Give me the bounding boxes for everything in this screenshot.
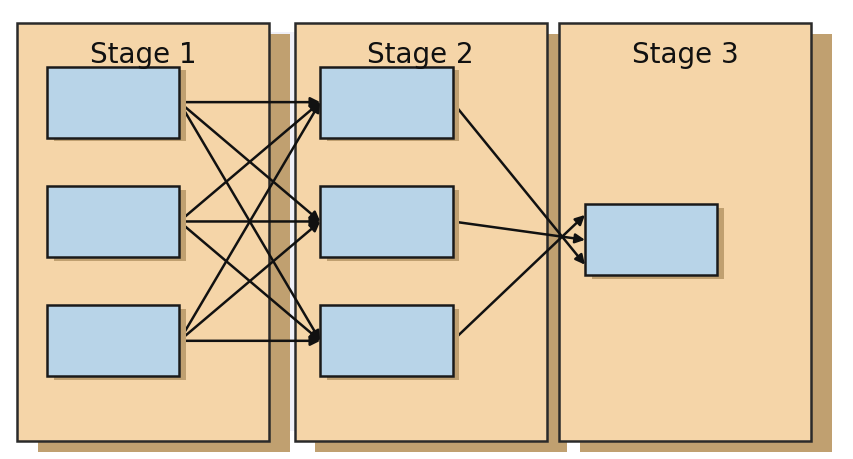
Bar <box>579 34 831 452</box>
Bar <box>179 32 294 431</box>
Bar <box>54 190 186 261</box>
Bar <box>584 204 717 275</box>
Bar <box>47 305 179 376</box>
Bar <box>38 34 289 452</box>
Bar <box>54 309 186 380</box>
Bar <box>559 23 810 441</box>
Text: Stage 2: Stage 2 <box>367 41 473 69</box>
Bar <box>47 186 179 257</box>
Bar <box>591 208 723 279</box>
Bar <box>54 70 186 141</box>
Text: Stage 3: Stage 3 <box>631 41 738 69</box>
Text: Stage 1: Stage 1 <box>90 41 196 69</box>
Bar <box>320 67 452 138</box>
Bar <box>327 190 459 261</box>
Bar <box>17 23 269 441</box>
Bar <box>320 186 452 257</box>
Bar <box>315 34 566 452</box>
Bar <box>320 305 452 376</box>
Bar <box>327 70 459 141</box>
Bar <box>47 67 179 138</box>
Bar <box>294 23 546 441</box>
Bar <box>327 309 459 380</box>
